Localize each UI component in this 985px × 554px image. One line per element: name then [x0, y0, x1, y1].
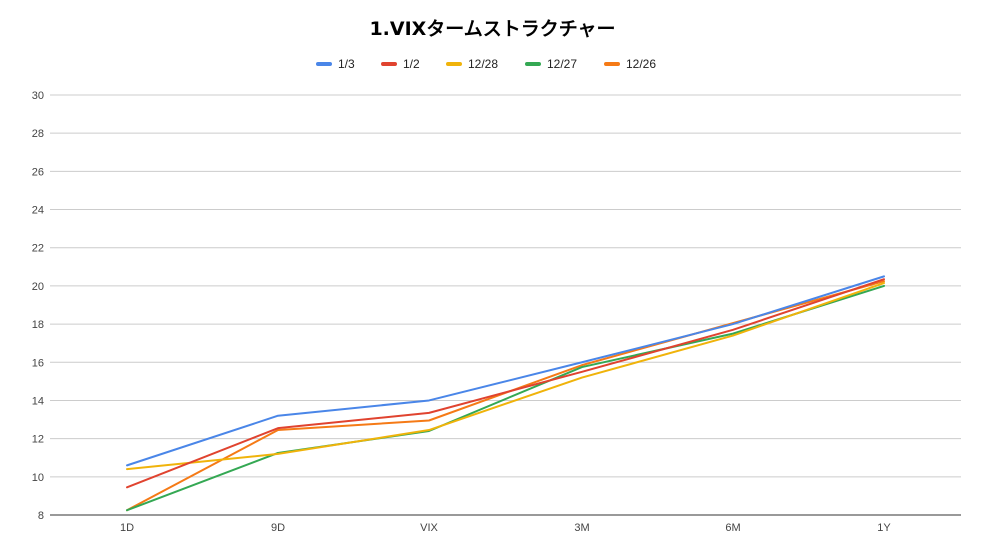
y-tick-label: 22	[32, 243, 44, 255]
series-line-1-3	[126, 275, 885, 467]
y-tick-label: 8	[38, 510, 44, 522]
y-tick-label: 26	[32, 166, 44, 178]
y-tick-label: 12	[32, 434, 44, 446]
y-tick-label: 30	[32, 90, 44, 102]
x-tick-label: 1Y	[877, 522, 891, 534]
y-tick-label: 28	[32, 128, 44, 140]
series-line-1-2	[126, 278, 885, 489]
y-tick-label: 20	[32, 281, 44, 293]
y-tick-label: 14	[32, 395, 44, 407]
y-tick-label: 10	[32, 472, 44, 484]
series-line-12-28	[126, 282, 885, 471]
x-tick-label: 3M	[574, 522, 589, 534]
chart-title: 1.VIXタームストラクチャー	[369, 18, 616, 40]
x-axis-ticks: 1D 9D VIX 3M 6M 1Y	[120, 522, 891, 534]
series-line-12-27	[126, 284, 885, 512]
y-tick-label: 18	[32, 319, 44, 331]
legend: 1/3 1/2 12/28 12/27 12/26	[316, 57, 656, 71]
legend-label: 1/3	[338, 57, 355, 71]
legend-label: 12/28	[468, 57, 498, 71]
y-tick-label: 16	[32, 357, 44, 369]
series-line-12-26	[126, 280, 885, 512]
x-tick-label: 6M	[725, 522, 740, 534]
y-axis-ticks: 8 10 12 14 16 18 20 22 24 26 28 30	[32, 90, 44, 522]
legend-label: 12/27	[547, 57, 577, 71]
y-tick-label: 24	[32, 205, 44, 217]
legend-label: 12/26	[626, 57, 656, 71]
x-tick-label: VIX	[420, 522, 438, 534]
x-tick-label: 9D	[271, 522, 285, 534]
series-lines	[126, 275, 885, 512]
gridlines	[50, 94, 961, 516]
x-tick-label: 1D	[120, 522, 134, 534]
legend-label: 1/2	[403, 57, 420, 71]
